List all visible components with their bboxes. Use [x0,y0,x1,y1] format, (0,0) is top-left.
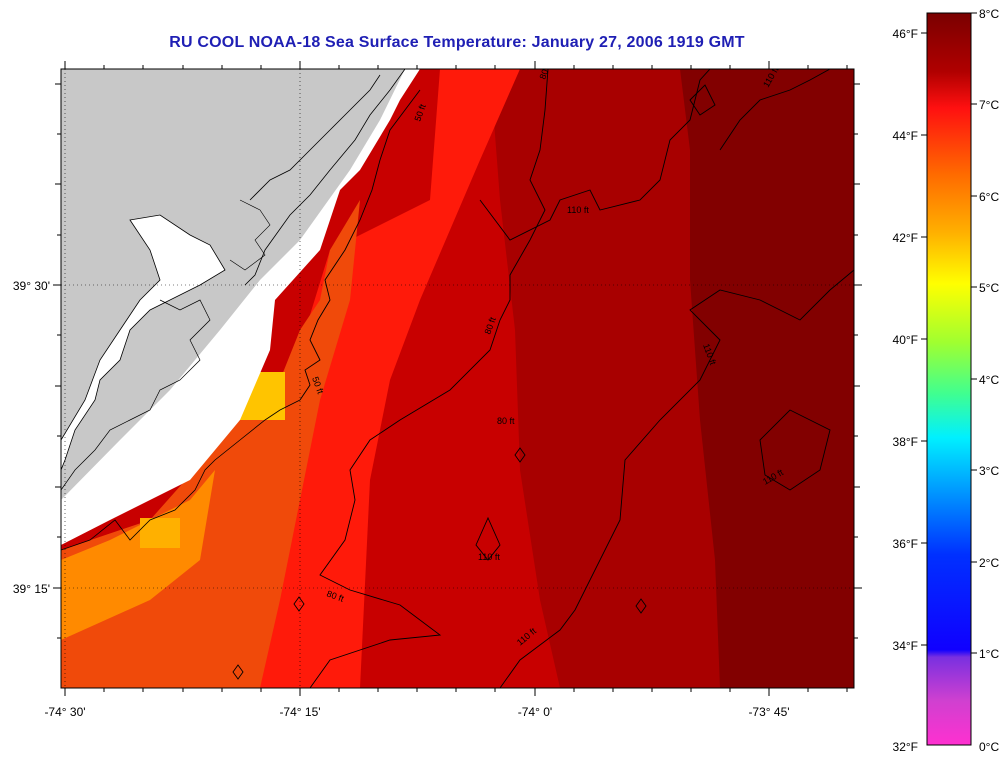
map-frame [60,68,855,689]
colorbar-f-32: 32°F [893,740,918,754]
map-ticks [53,61,862,696]
marsh-coastline-2 [229,199,271,271]
colorbar-c-8: 8°C [979,7,999,21]
temperature-colorbar: 46°F 44°F 42°F 40°F 38°F 36°F 34°F 32°F … [893,7,1000,754]
colorbar-f-38: 38°F [893,435,918,449]
colorbar-f-34: 34°F [893,639,918,653]
barrier-island-coastline [244,69,406,286]
contour-small-loop-2 [514,447,526,463]
colorbar-f-36: 36°F [893,537,918,551]
colorbar-c-4: 4°C [979,373,999,387]
map-plot-area: 50 ft 50 ft 80 ft 80 ft 80 ft 80 ft 110 … [61,60,854,688]
colorbar-c-2: 2°C [979,556,999,570]
contour-label-110ft-loop: 110 ft [478,552,500,562]
contour-small-loop-4 [635,598,647,614]
inner-coastline [249,74,381,201]
chart-title: RU COOL NOAA-18 Sea Surface Temperature:… [169,34,745,51]
colorbar-f-40: 40°F [893,333,918,347]
yellow-anomaly-patch [140,518,180,548]
contour-110ft-east [719,69,831,151]
contour-small-loop-3 [232,664,244,680]
coolest-nearshore-patch [61,470,215,640]
contour-small-loop-6 [689,84,716,116]
lon-label-7430: -74° 30' [44,705,85,719]
lat-label-3915: 39° 15' [13,582,50,596]
contour-label-110ft-north: 110 ft [567,205,589,215]
contour-110ft-north [479,69,711,241]
marsh-coastline [61,299,211,491]
colorbar-f-44: 44°F [893,129,918,143]
colorbar-c-1: 1°C [979,647,999,661]
lon-label-7400: -74° 0' [518,705,552,719]
contour-label-80ft-east: 80 ft [497,416,515,426]
colorbar-c-3: 3°C [979,464,999,478]
contour-80ft [309,69,549,688]
lat-label-3930: 39° 30' [13,279,50,293]
colorbar-c-6: 6°C [979,190,999,204]
land-mass [61,69,405,500]
colorbar-c-0: 0°C [979,740,999,754]
contour-small-loop-5 [293,596,305,612]
colorbar-f-46: 46°F [893,27,918,41]
southern-shore [61,399,301,551]
lon-label-7415: -74° 15' [279,705,320,719]
colorbar-f-42: 42°F [893,231,918,245]
contour-small-loop-1 [475,516,501,561]
colorbar-c-5: 5°C [979,281,999,295]
colorbar-ticks [921,12,977,654]
colorbar-c-7: 7°C [979,98,999,112]
contour-110ft-loop [759,409,831,491]
warmest-offshore-zone [680,69,854,688]
contour-50ft [299,89,421,401]
colorbar-gradient [926,12,972,746]
lon-label-7345: -73° 45' [748,705,789,719]
contour-110ft [499,269,854,688]
bay-water [61,214,226,471]
contour-label-80ft-north: 80 ft [537,60,553,80]
